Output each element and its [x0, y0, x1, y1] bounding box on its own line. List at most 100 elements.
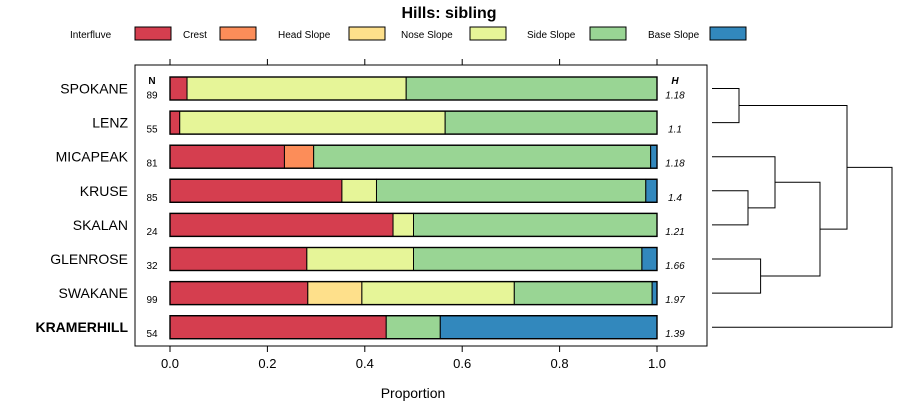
legend: Interfluve Crest Head Slope Nose Slope Side …	[70, 26, 747, 41]
legend-label-interfluve: Interfluve	[70, 30, 112, 41]
bar-segment-interfluve	[169, 212, 394, 237]
bar-segment-interfluve	[169, 247, 308, 271]
bar-segment-side-slope	[444, 110, 658, 135]
bar-outline	[169, 144, 658, 169]
bar-rows: SPOKANE 89 1.18 LENZ 55 1.1 MICAPEAK 81 1.18 KRUS…	[35, 76, 685, 340]
bar-segment-nose-slope	[306, 247, 414, 271]
bar-outline	[169, 246, 658, 272]
bar-row-micapeak: MICAPEAK 81 1.18	[56, 144, 685, 170]
bar-segment-nose-slope	[186, 76, 407, 101]
bar-outline	[169, 178, 658, 204]
legend-swatch-base-slope	[709, 26, 747, 41]
bar-segment-nose-slope	[361, 281, 515, 306]
bar-row-skalan: SKALAN 24 1.21	[73, 212, 685, 238]
row-n-value: 89	[146, 91, 158, 102]
bar-row-swakane: SWAKANE 99 1.97	[59, 280, 685, 306]
x-tick-label: 0.0	[161, 356, 179, 371]
bar-outline	[169, 212, 658, 238]
row-label: SWAKANE	[59, 285, 129, 301]
row-n-value: 32	[146, 261, 158, 272]
bar-segment-nose-slope	[392, 212, 414, 237]
row-n-value: 54	[146, 329, 158, 340]
row-h-value: 1.21	[665, 227, 684, 238]
bar-segment-nose-slope	[179, 110, 446, 135]
dendrogram-link-5	[760, 181, 821, 277]
bar-segment-base-slope	[645, 178, 658, 203]
x-tick-label: 0.8	[551, 356, 569, 371]
bar-segment-interfluve	[169, 110, 181, 135]
row-h-value: 1.4	[668, 193, 682, 204]
row-n-value: 55	[146, 125, 158, 136]
bar-segment-interfluve	[169, 178, 343, 203]
bar-row-glenrose: GLENROSE 32 1.66	[50, 246, 685, 272]
row-h-value: 1.39	[665, 329, 685, 340]
row-label: GLENROSE	[50, 251, 128, 267]
x-tick-label: 0.6	[453, 356, 471, 371]
bar-segment-base-slope	[651, 281, 658, 306]
x-tick-label: 1.0	[648, 356, 666, 371]
bar-segment-side-slope	[385, 315, 441, 340]
row-label: LENZ	[92, 115, 128, 131]
bar-row-lenz: LENZ 55 1.1	[92, 110, 682, 136]
dendrogram-link-4	[712, 156, 776, 209]
bar-row-kramerhill: KRAMERHILL 54 1.39	[35, 315, 685, 340]
bar-segment-head-slope	[307, 281, 363, 306]
bar-segment-base-slope	[650, 144, 658, 169]
row-h-value: 1.1	[668, 125, 682, 136]
row-h-value: 1.18	[665, 91, 685, 102]
bar-segment-interfluve	[169, 315, 387, 340]
bar-segment-nose-slope	[341, 178, 377, 203]
row-n-value: 81	[146, 159, 158, 170]
legend-swatch-crest	[219, 26, 257, 41]
chart-title: Hills: sibling	[401, 5, 496, 22]
row-n-value: 85	[146, 193, 158, 204]
x-tick-label: 0.2	[258, 356, 276, 371]
row-n-value: 24	[146, 227, 158, 238]
row-label: KRAMERHILL	[35, 319, 128, 335]
legend-swatch-nose-slope	[469, 26, 507, 41]
bar-segment-interfluve	[169, 281, 309, 306]
legend-label-head-slope: Head Slope	[278, 30, 331, 41]
bar-segment-base-slope	[641, 247, 658, 271]
row-label: SKALAN	[73, 217, 128, 233]
row-label: MICAPEAK	[56, 149, 129, 165]
bar-segment-crest	[283, 144, 315, 169]
bar-segment-side-slope	[405, 76, 658, 101]
bar-segment-side-slope	[375, 178, 647, 203]
row-label: KRUSE	[80, 183, 128, 199]
x-tick-label: 0.4	[356, 356, 374, 371]
legend-swatch-side-slope	[589, 26, 627, 41]
bar-outline	[169, 110, 658, 135]
row-h-value: 1.18	[665, 159, 685, 170]
bar-outline	[169, 315, 658, 340]
dendrogram-link-2	[712, 190, 749, 226]
bar-segment-interfluve	[169, 144, 285, 169]
bar-segment-side-slope	[413, 247, 643, 271]
bar-row-spokane: SPOKANE 89 1.18	[60, 76, 685, 102]
dendrogram-link-3	[712, 258, 762, 294]
dendrogram-link-1	[712, 88, 740, 124]
legend-label-nose-slope: Nose Slope	[401, 30, 453, 41]
bar-segment-side-slope	[313, 144, 652, 169]
bar-segment-side-slope	[413, 212, 658, 237]
legend-label-crest: Crest	[183, 30, 207, 41]
row-n-value: 99	[146, 295, 158, 306]
bar-row-kruse: KRUSE 85 1.4	[80, 178, 682, 204]
dendrogram-link-6	[739, 105, 848, 230]
row-h-value: 1.97	[665, 295, 685, 306]
legend-swatch-interfluve	[134, 26, 172, 41]
dendrogram	[712, 88, 893, 328]
h-column-header: H	[671, 76, 679, 87]
legend-label-side-slope: Side Slope	[527, 30, 576, 41]
bar-outline	[169, 280, 658, 306]
bar-segment-side-slope	[513, 281, 653, 306]
bar-segment-interfluve	[169, 76, 188, 101]
row-h-value: 1.66	[665, 261, 685, 272]
x-axis-title: Proportion	[381, 385, 446, 401]
legend-swatch-head-slope	[348, 26, 386, 41]
legend-label-base-slope: Base Slope	[648, 30, 700, 41]
row-label: SPOKANE	[60, 81, 128, 97]
n-column-header: N	[148, 76, 155, 87]
bar-segment-base-slope	[439, 315, 658, 340]
